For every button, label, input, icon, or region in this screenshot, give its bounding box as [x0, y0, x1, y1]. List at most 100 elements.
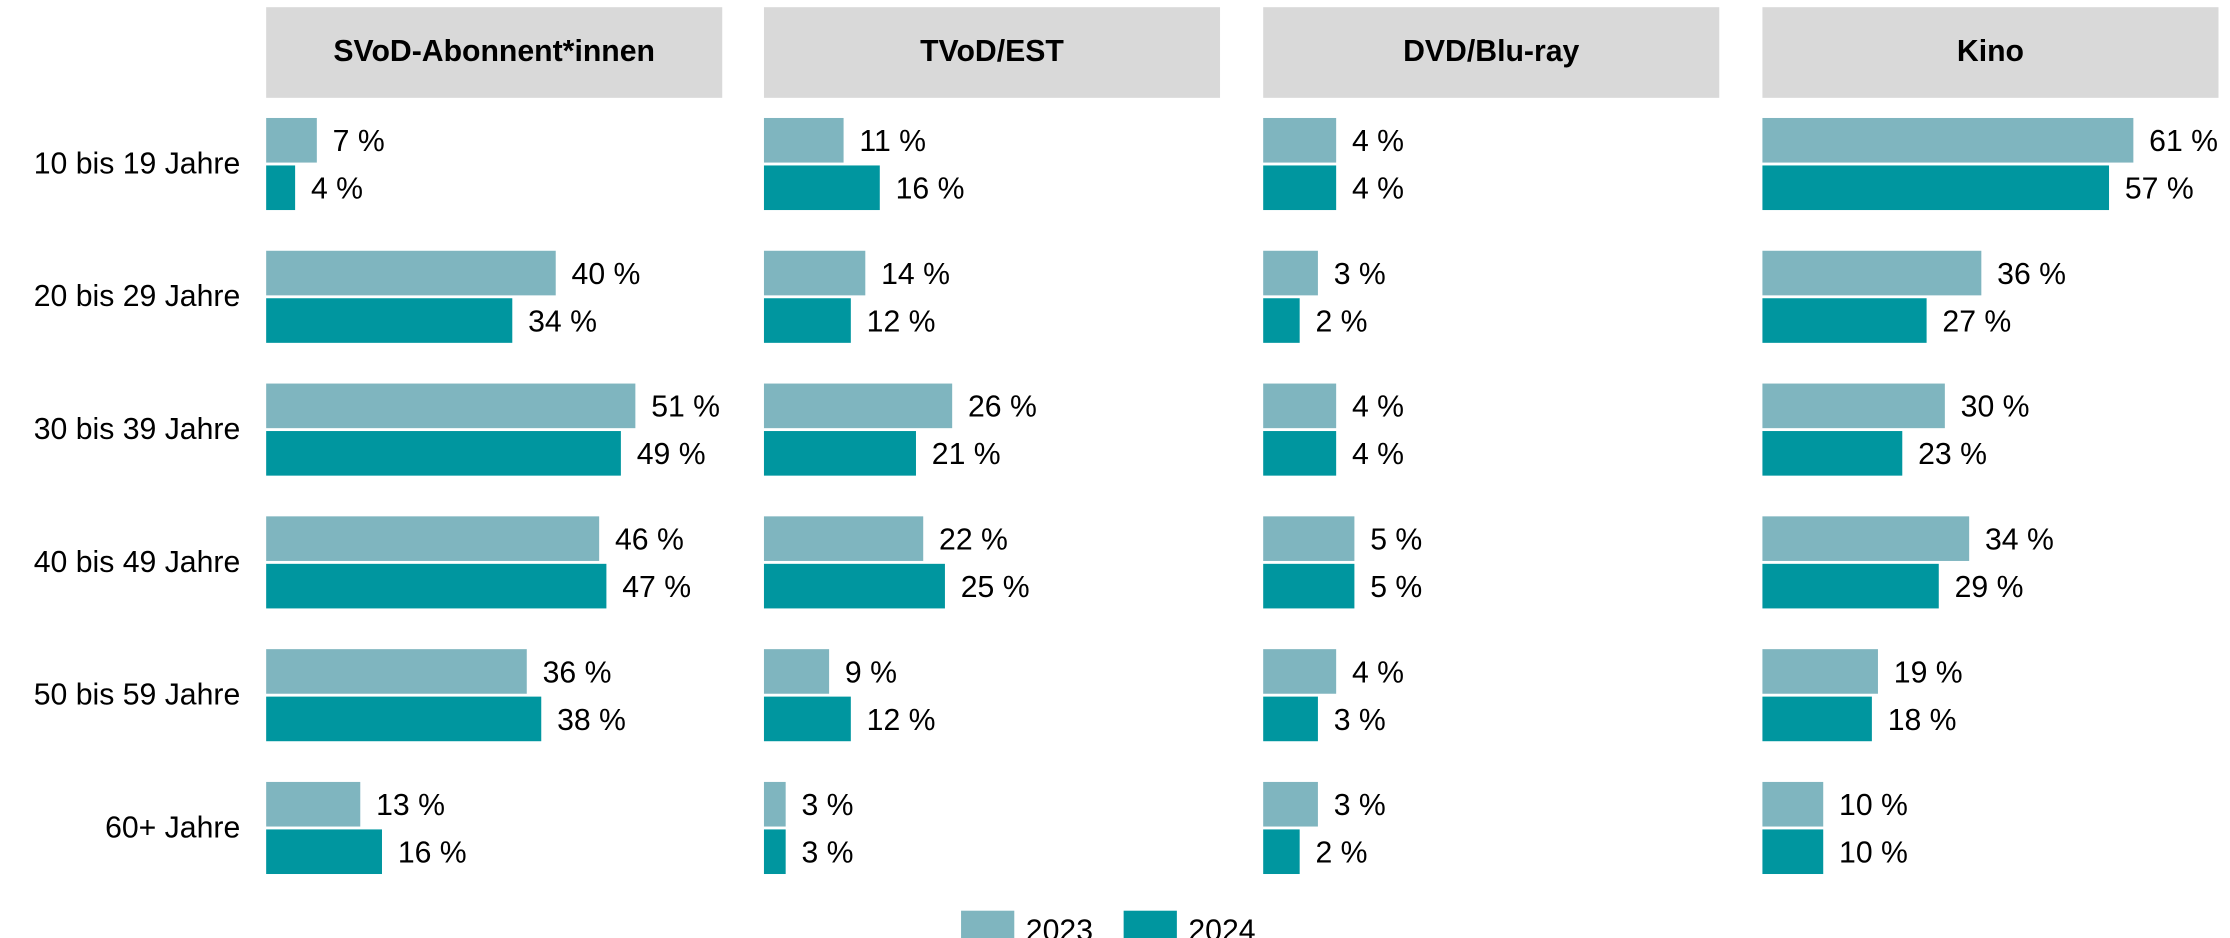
legend-label: 2023	[1026, 914, 1093, 938]
panel-title: DVD/Blu-ray	[1403, 35, 1579, 68]
value-label: 47 %	[622, 571, 691, 604]
value-label: 10 %	[1839, 789, 1908, 822]
bar	[1762, 383, 1945, 429]
bar	[1263, 649, 1337, 694]
value-label: 12 %	[867, 305, 936, 338]
value-label: 4 %	[1352, 656, 1404, 689]
bar	[763, 829, 786, 875]
value-label: 18 %	[1888, 704, 1957, 737]
value-label: 4 %	[311, 173, 363, 206]
bar	[266, 431, 621, 476]
bar	[1762, 298, 1927, 343]
bar	[266, 696, 542, 742]
bar	[266, 829, 382, 875]
bar	[1762, 431, 1903, 476]
bar	[1263, 117, 1337, 163]
value-label: 13 %	[376, 789, 445, 822]
row-label: 40 bis 49 Jahre	[34, 546, 241, 579]
value-label: 5 %	[1370, 524, 1422, 557]
value-label: 61 %	[2149, 125, 2218, 158]
legend-swatch	[1123, 910, 1177, 938]
panel-header	[763, 7, 1221, 98]
value-label: 36 %	[1997, 258, 2066, 291]
bar	[1762, 829, 1824, 875]
bar	[1762, 563, 1939, 609]
panel-title: SVoD-Abonnent*innen	[333, 35, 655, 68]
bar	[1762, 516, 1970, 561]
value-label: 14 %	[881, 258, 950, 291]
bar	[1263, 781, 1318, 827]
bar	[763, 563, 945, 609]
legend-label: 2024	[1188, 914, 1255, 938]
bar	[266, 298, 513, 343]
row-label: 30 bis 39 Jahre	[34, 413, 241, 446]
bar	[1762, 649, 1878, 694]
value-label: 36 %	[543, 656, 612, 689]
bar	[1263, 298, 1300, 343]
value-label: 30 %	[1961, 391, 2030, 424]
bar	[1263, 431, 1337, 476]
value-label: 46 %	[615, 524, 684, 557]
panel-header	[1762, 7, 2219, 98]
bar	[763, 431, 916, 476]
value-label: 16 %	[896, 173, 965, 206]
value-label: 21 %	[932, 438, 1001, 471]
value-label: 10 %	[1839, 837, 1908, 870]
bar	[1762, 781, 1824, 827]
bar	[763, 298, 851, 343]
value-label: 11 %	[859, 125, 926, 158]
value-label: 3 %	[1334, 258, 1386, 291]
bar	[266, 383, 636, 429]
bar	[1263, 250, 1318, 296]
panel-title: Kino	[1957, 35, 2024, 68]
value-label: 34 %	[528, 305, 597, 338]
bar	[763, 696, 851, 742]
bar	[266, 516, 600, 561]
bar	[763, 165, 880, 211]
value-label: 27 %	[1942, 305, 2011, 338]
value-label: 4 %	[1352, 391, 1404, 424]
value-label: 49 %	[637, 438, 706, 471]
value-label: 2 %	[1315, 305, 1367, 338]
value-label: 12 %	[867, 704, 936, 737]
bar	[266, 649, 527, 694]
bar	[763, 117, 844, 163]
bar	[266, 781, 361, 827]
value-label: 19 %	[1894, 656, 1963, 689]
bar	[266, 117, 317, 163]
value-label: 3 %	[801, 837, 853, 870]
bar	[1263, 563, 1355, 609]
row-label: 20 bis 29 Jahre	[34, 280, 241, 313]
row-label: 10 bis 19 Jahre	[34, 147, 241, 180]
bar	[763, 250, 866, 296]
bar	[763, 649, 830, 694]
value-label: 4 %	[1352, 173, 1404, 206]
value-label: 5 %	[1370, 571, 1422, 604]
value-label: 4 %	[1352, 438, 1404, 471]
bar	[1263, 829, 1300, 875]
value-label: 3 %	[1334, 789, 1386, 822]
bar	[1762, 250, 1982, 296]
value-label: 26 %	[968, 391, 1037, 424]
panel-title: TVoD/EST	[920, 35, 1064, 68]
value-label: 7 %	[333, 125, 385, 158]
value-label: 23 %	[1918, 438, 1987, 471]
bar	[266, 563, 607, 609]
value-label: 2 %	[1315, 837, 1367, 870]
value-label: 9 %	[845, 656, 897, 689]
bar	[1263, 516, 1355, 561]
value-label: 40 %	[572, 258, 641, 291]
value-label: 25 %	[961, 571, 1030, 604]
panel-header	[266, 7, 723, 98]
bar	[266, 165, 296, 211]
value-label: 57 %	[2125, 173, 2194, 206]
value-label: 29 %	[1955, 571, 2024, 604]
value-label: 34 %	[1985, 524, 2054, 557]
bar	[1263, 696, 1318, 742]
bar	[1263, 383, 1337, 429]
bar	[1762, 696, 1872, 742]
value-label: 4 %	[1352, 125, 1404, 158]
legend-swatch	[961, 910, 1015, 938]
value-label: 3 %	[801, 789, 853, 822]
